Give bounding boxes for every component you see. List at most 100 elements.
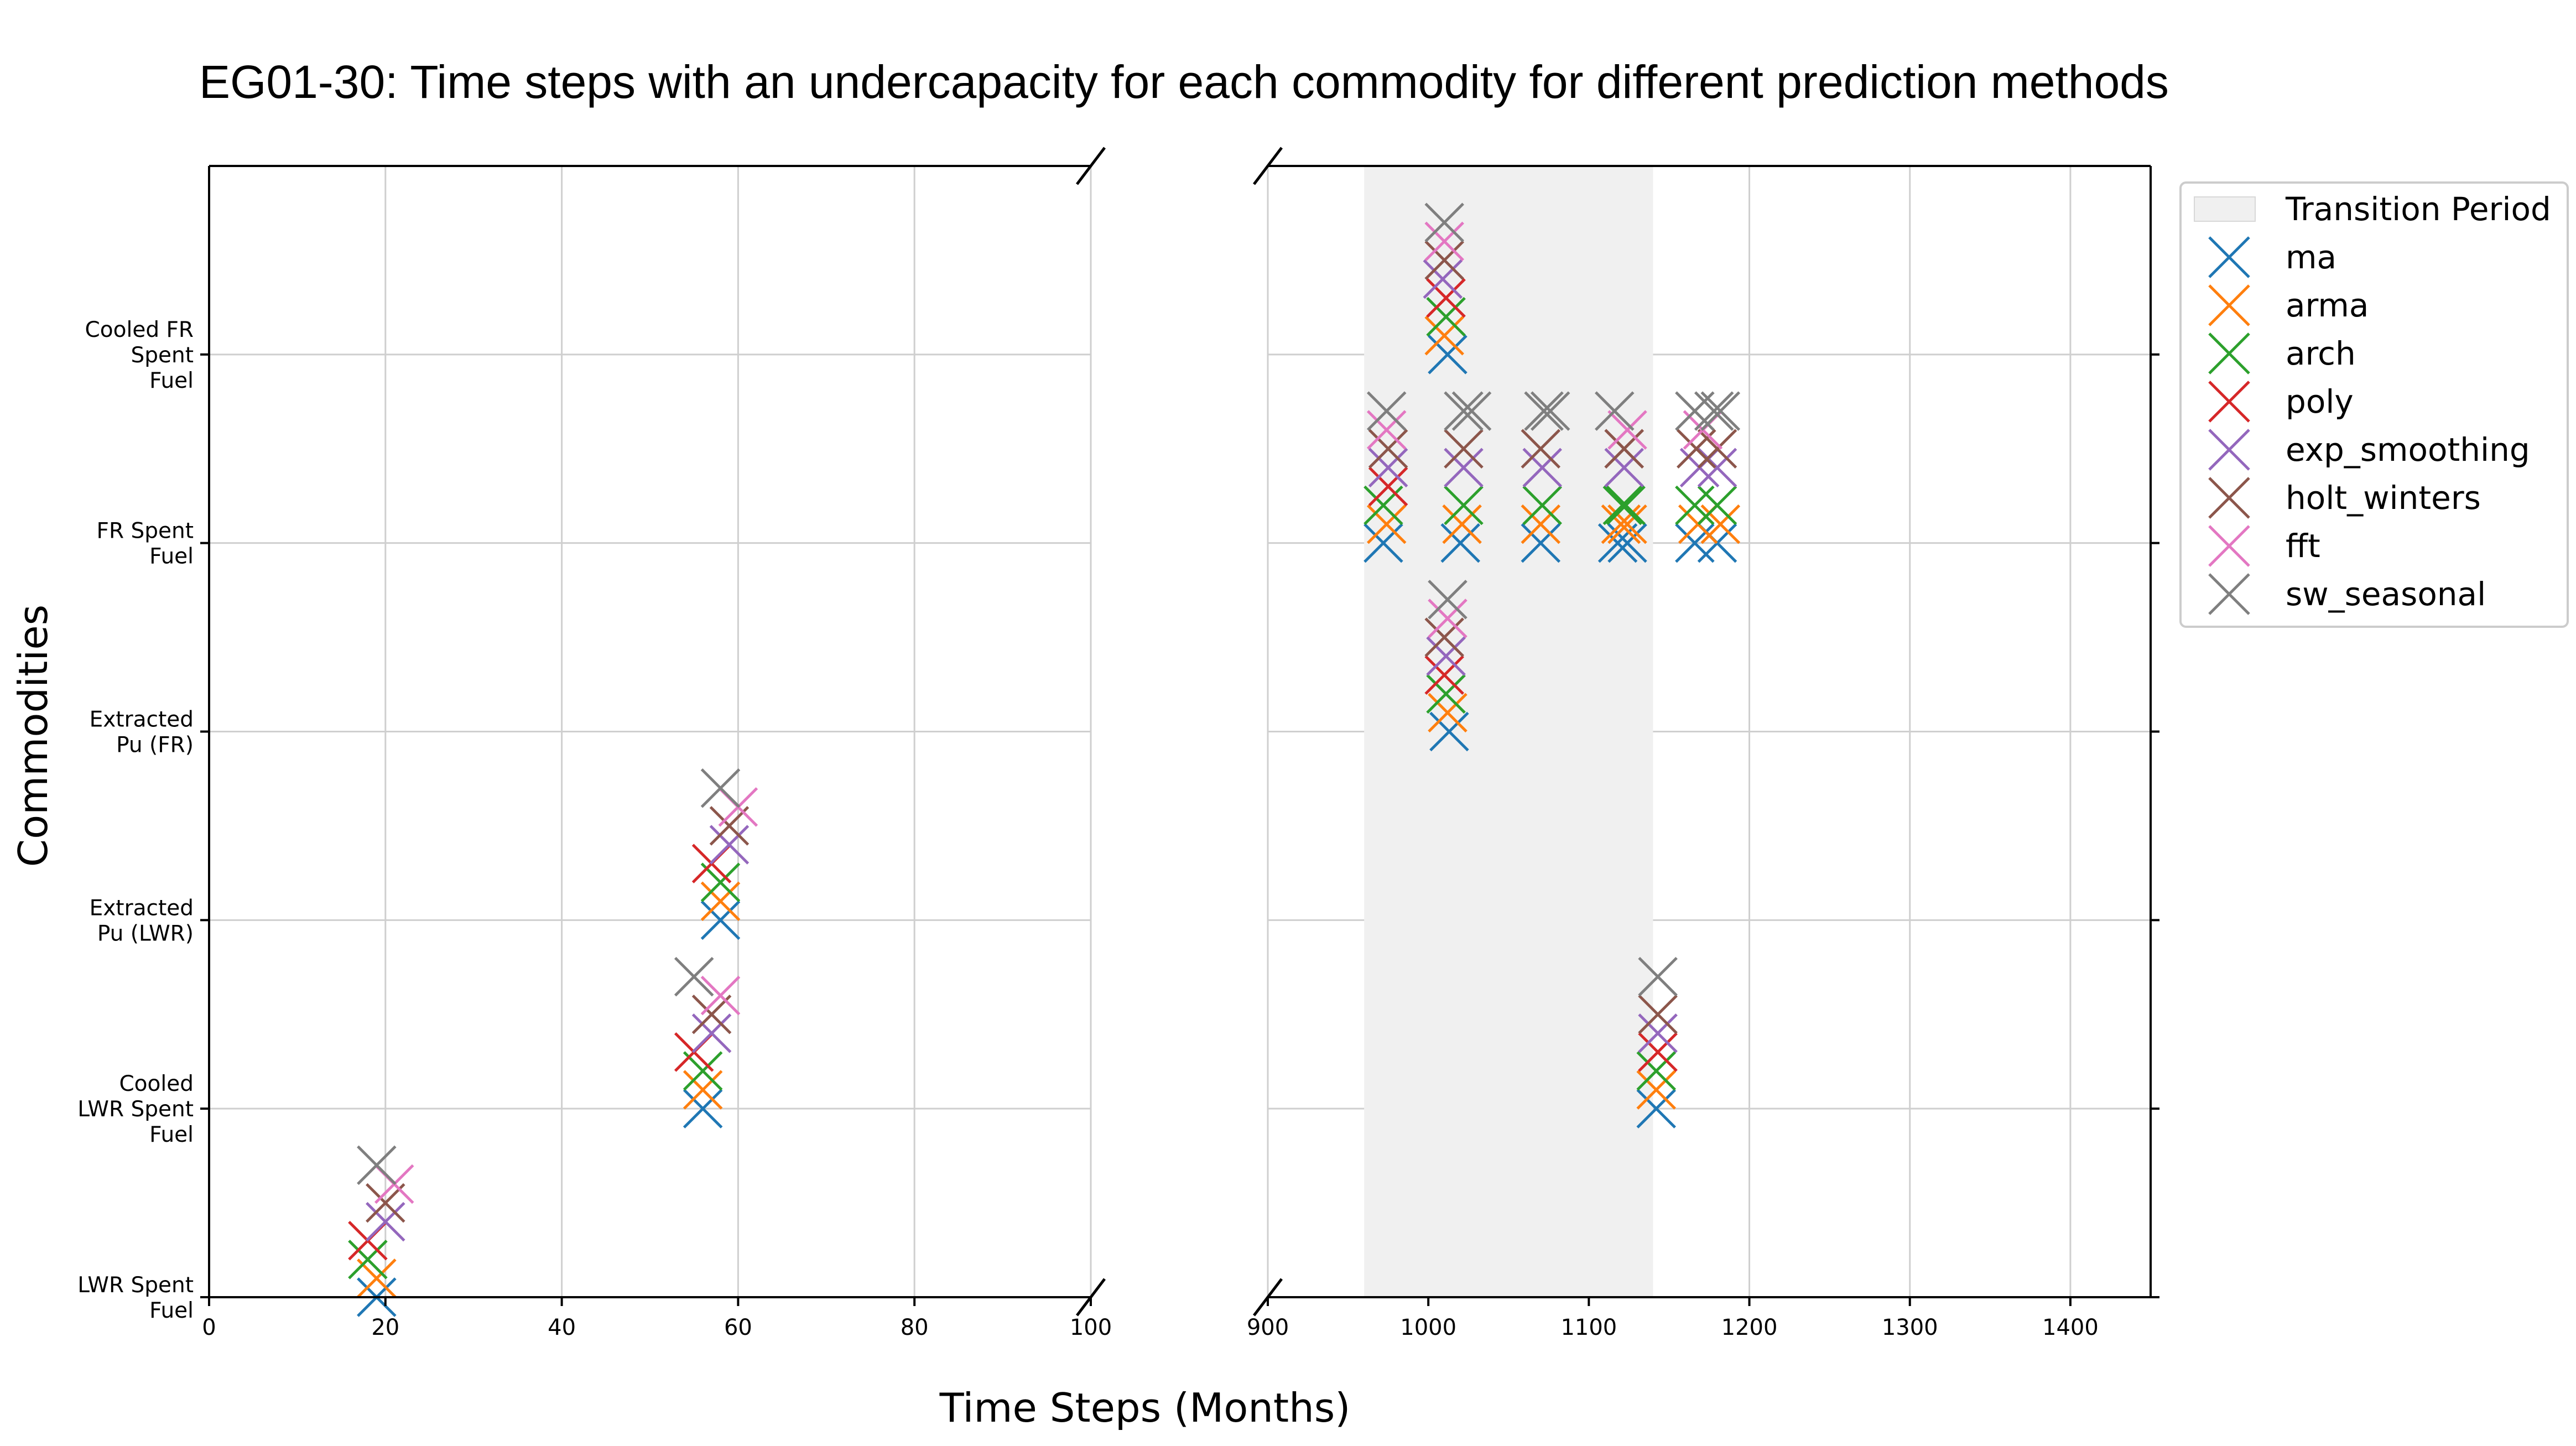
marker-arma (1636, 1070, 1677, 1110)
marker-sw_seasonal (1428, 580, 1467, 620)
marker-holt_winters (1697, 429, 1737, 469)
legend-marker-fft (2208, 525, 2250, 567)
x-tick-label: 100 (1070, 1315, 1112, 1340)
y-tick-label: Extracted Pu (FR) (90, 708, 194, 758)
x-tick-label: 60 (724, 1315, 752, 1340)
x-tick-label: 40 (548, 1315, 576, 1340)
marker-ma (700, 900, 741, 940)
y-tick-label: LWR Spent Fuel (77, 1273, 194, 1323)
marker-exp_smoothing (1444, 448, 1484, 488)
marker-holt_winters (709, 806, 750, 846)
marker-arma (700, 881, 741, 922)
y-tick-label: FR Spent Fuel (97, 519, 194, 569)
marker-sw_seasonal (1524, 391, 1564, 431)
marker-arma (1366, 504, 1407, 544)
marker-arch (1602, 485, 1643, 526)
marker-sw_seasonal (1694, 391, 1734, 431)
marker-arma (1428, 693, 1467, 733)
marker-arch (1426, 674, 1466, 714)
transition-shade-layer (1364, 166, 1653, 1297)
marker-arch (1522, 485, 1562, 526)
marker-sw_seasonal (1530, 391, 1570, 431)
marker-sw_seasonal (1595, 391, 1635, 431)
marker-ma (683, 1089, 723, 1128)
legend-marker-sw_seasonal (2208, 573, 2250, 615)
axis-break-mark (1076, 147, 1106, 185)
marker-sw_seasonal (674, 956, 714, 997)
x-tick-label: 20 (371, 1315, 399, 1340)
marker-poly (1638, 1032, 1678, 1072)
marker-arch (1426, 297, 1466, 337)
legend-frame (2179, 181, 2569, 628)
marker-arch (1675, 485, 1715, 526)
axes-layer: 0 20 40 60 80 100 900 1000 1100 1200 1300 1400 LWR S… (77, 147, 2159, 1340)
marker-holt_winters (1444, 429, 1484, 469)
marker-exp_smoothing (1368, 448, 1408, 488)
marker-arch (1636, 1051, 1677, 1091)
marker-layer (348, 202, 1741, 1317)
marker-exp_smoothing (1522, 448, 1562, 488)
y-tick-label: Extracted Pu (LWR) (90, 896, 194, 946)
marker-ma (1597, 523, 1638, 563)
marker-ma (1521, 523, 1561, 563)
legend-marker-exp_smoothing (2208, 429, 2250, 471)
marker-holt_winters (1424, 617, 1464, 657)
marker-sw_seasonal (1424, 202, 1464, 243)
marker-holt_winters (1604, 429, 1644, 469)
marker-sw_seasonal (1444, 391, 1484, 431)
marker-arch (1606, 485, 1646, 526)
legend-label: poly (2286, 383, 2354, 420)
marker-fft (1607, 410, 1647, 450)
marker-exp_smoothing (366, 1201, 405, 1242)
marker-arch (1697, 485, 1737, 526)
marker-arma (1700, 504, 1741, 544)
legend-label: holt_winters (2286, 479, 2481, 517)
y-tick-label: Cooled LWR Spent Fuel (77, 1072, 194, 1147)
marker-arma (1521, 504, 1561, 544)
marker-ma (1675, 523, 1715, 563)
marker-fft (1366, 410, 1407, 450)
legend-label: arma (2286, 287, 2369, 324)
marker-exp_smoothing (1423, 259, 1463, 299)
marker-holt_winters (691, 994, 732, 1034)
marker-holt_winters (1638, 994, 1678, 1034)
chart-title: EG01-30: Time steps with an undercapacit… (199, 56, 2169, 108)
marker-holt_winters (1521, 429, 1561, 469)
marker-arma (1424, 315, 1464, 356)
marker-ma (1429, 711, 1469, 752)
marker-holt_winters (366, 1183, 405, 1223)
legend-label: exp_smoothing (2286, 431, 2530, 469)
marker-exp_smoothing (691, 1013, 732, 1053)
x-tick-label: 1400 (2042, 1315, 2099, 1340)
marker-fft (700, 975, 741, 1016)
marker-holt_winters (1424, 240, 1464, 280)
legend-label: ma (2286, 238, 2336, 276)
x-tick-label: 900 (1247, 1315, 1289, 1340)
marker-sw_seasonal (700, 768, 741, 808)
x-tick-label: 1200 (1721, 1315, 1778, 1340)
legend-marker-ma (2208, 236, 2250, 278)
marker-ma (1428, 335, 1467, 374)
marker-arch (348, 1240, 388, 1279)
legend-marker-arch (2208, 332, 2250, 374)
marker-sw_seasonal (1366, 391, 1407, 431)
grid-layer (208, 166, 2151, 1298)
marker-exp_smoothing (1604, 448, 1644, 488)
legend: Transition Period ma arma arch poly exp_smoot… (2179, 181, 2569, 628)
transition-period-region (1364, 166, 1653, 1297)
legend-marker-poly (2208, 381, 2250, 423)
x-tick-label: 1100 (1560, 1315, 1617, 1340)
legend-label: sw_seasonal (2286, 575, 2486, 613)
legend-marker-arma (2208, 284, 2250, 326)
x-tick-label: 0 (202, 1315, 216, 1340)
marker-arma (683, 1070, 723, 1110)
marker-sw_seasonal (1638, 956, 1678, 997)
x-tick-label: 1000 (1400, 1315, 1456, 1340)
axis-break-mark (1253, 147, 1283, 185)
marker-sw_seasonal (1700, 391, 1741, 431)
marker-ma (1636, 1089, 1677, 1128)
marker-fft (1424, 221, 1464, 262)
x-tick-label: 80 (901, 1315, 929, 1340)
marker-ma (1440, 523, 1480, 563)
